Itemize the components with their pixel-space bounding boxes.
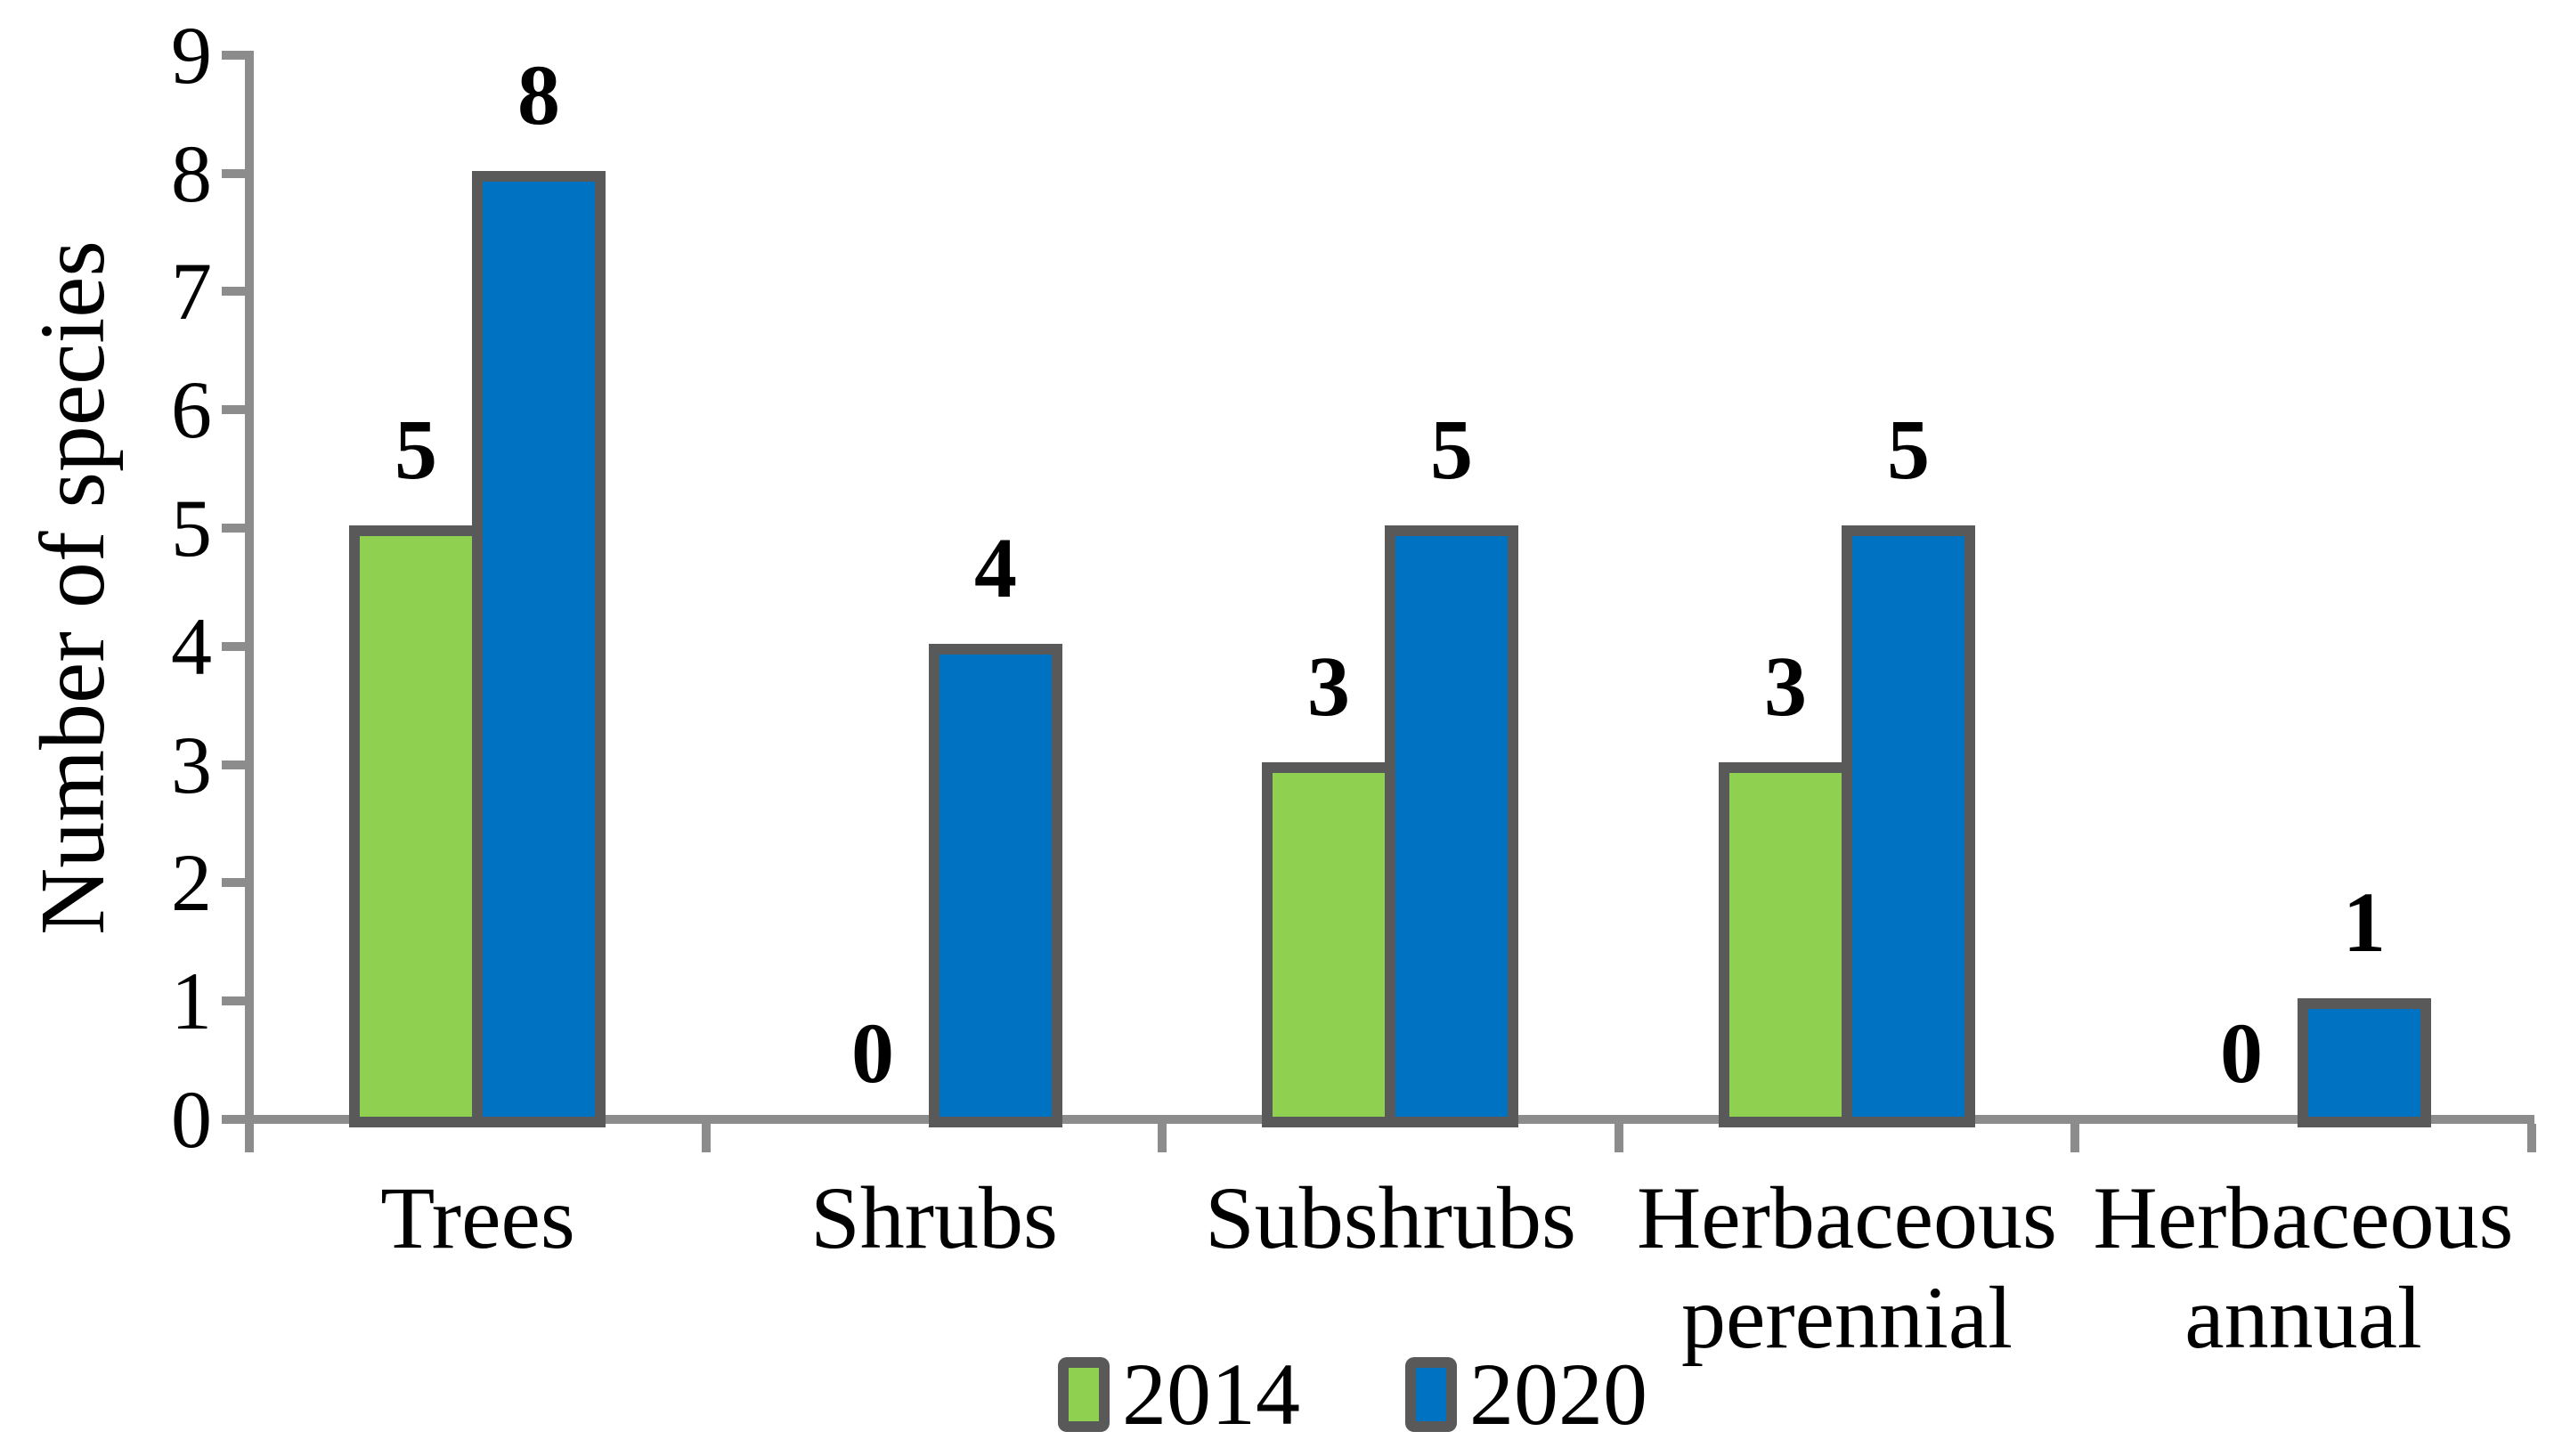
y-tick-label: 6 [171,364,212,455]
legend-label-2020: 2020 [1469,1345,1647,1444]
x-tick-mark [245,1124,254,1152]
y-tick-mark [222,287,245,296]
y-tick-label: 8 [171,128,212,219]
legend-item-2014: 2014 [1058,1350,1300,1439]
legend: 2014 2020 [0,1350,2554,1439]
data-label-2014-shrubs: 0 [851,1005,894,1101]
x-tick-mark [2070,1124,2079,1152]
x-category-label-shrubs: Shrubs [810,1168,1058,1267]
y-tick-label: 3 [171,720,212,810]
bar-2014-subshrubs [1262,762,1395,1127]
y-tick-mark [222,524,245,533]
y-axis-line [245,51,254,1151]
data-label-2014-herbaceous-perennial: 3 [1764,639,1807,734]
bar-2020-trees [472,171,606,1127]
y-tick-mark [222,51,245,60]
legend-swatch-2020 [1405,1357,1457,1432]
bar-2014-trees [349,525,483,1127]
bar-2020-shrubs [929,644,1062,1127]
x-tick-mark [702,1124,711,1152]
x-tick-mark [1158,1124,1167,1152]
y-tick-label: 1 [171,956,212,1046]
bar-2020-subshrubs [1385,525,1518,1127]
x-category-label-herbaceous-annual: Herbaceous annual [2093,1168,2514,1367]
bar-2020-herbaceous-perennial [1842,525,1975,1127]
x-tick-mark [1615,1124,1623,1152]
data-label-2014-trees: 5 [394,402,437,497]
y-tick-mark [222,405,245,414]
x-category-label-subshrubs: Subshrubs [1205,1168,1576,1267]
bar-2014-herbaceous-perennial [1719,762,1852,1127]
y-tick-mark [222,761,245,769]
y-tick-label: 5 [171,483,212,573]
data-label-2020-herbaceous-perennial: 5 [1887,402,1930,497]
x-category-label-trees: Trees [380,1168,575,1267]
y-tick-label: 9 [171,10,212,101]
data-label-2020-shrubs: 4 [974,520,1017,615]
y-tick-label: 4 [171,601,212,692]
y-tick-mark [222,878,245,887]
y-tick-mark [222,1115,245,1124]
data-label-2020-herbaceous-annual: 1 [2343,874,2386,970]
y-tick-mark [222,169,245,178]
legend-swatch-2014 [1058,1357,1110,1432]
x-category-label-herbaceous-perennial: Herbaceous perennial [1637,1168,2057,1367]
data-label-2014-herbaceous-annual: 0 [2220,1005,2263,1101]
data-label-2014-subshrubs: 3 [1307,639,1350,734]
y-tick-label: 2 [171,837,212,928]
y-tick-mark [222,642,245,651]
legend-item-2020: 2020 [1405,1350,1647,1439]
legend-label-2014: 2014 [1122,1345,1300,1444]
x-tick-mark [2527,1124,2536,1152]
data-label-2020-subshrubs: 5 [1430,402,1473,497]
bar-2020-herbaceous-annual [2298,998,2431,1127]
y-tick-label: 7 [171,246,212,337]
y-tick-label: 0 [171,1074,212,1165]
y-tick-mark [222,996,245,1005]
data-label-2020-trees: 8 [517,47,560,142]
